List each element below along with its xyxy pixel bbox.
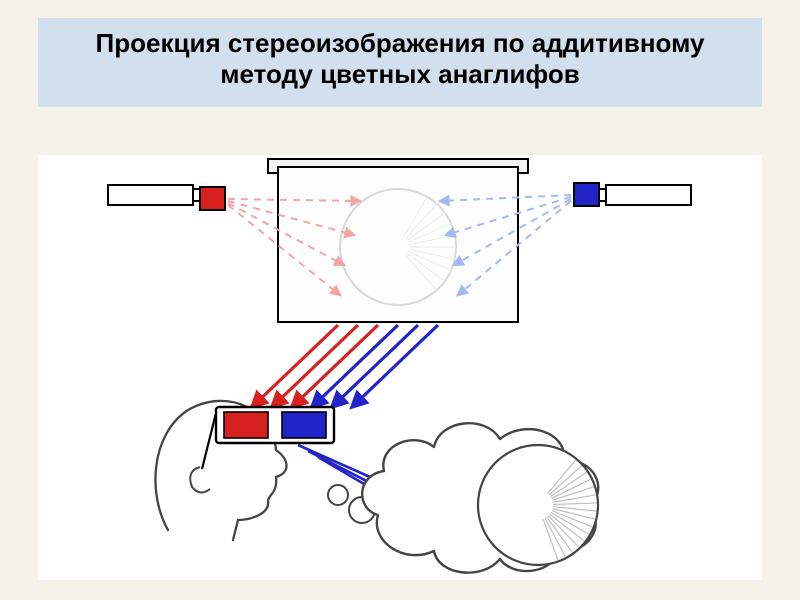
anaglyph-diagram <box>38 155 762 575</box>
lens-red <box>224 412 268 438</box>
filter-red <box>200 187 225 210</box>
diagram-container <box>38 155 762 580</box>
title-band: Проекция стереоизображения по аддитивном… <box>38 18 762 107</box>
lens-blue <box>282 412 326 438</box>
page-title: Проекция стереоизображения по аддитивном… <box>54 28 746 89</box>
filter-blue <box>574 183 599 206</box>
perceived-sphere <box>478 445 598 565</box>
slide: Проекция стереоизображения по аддитивном… <box>0 0 800 600</box>
